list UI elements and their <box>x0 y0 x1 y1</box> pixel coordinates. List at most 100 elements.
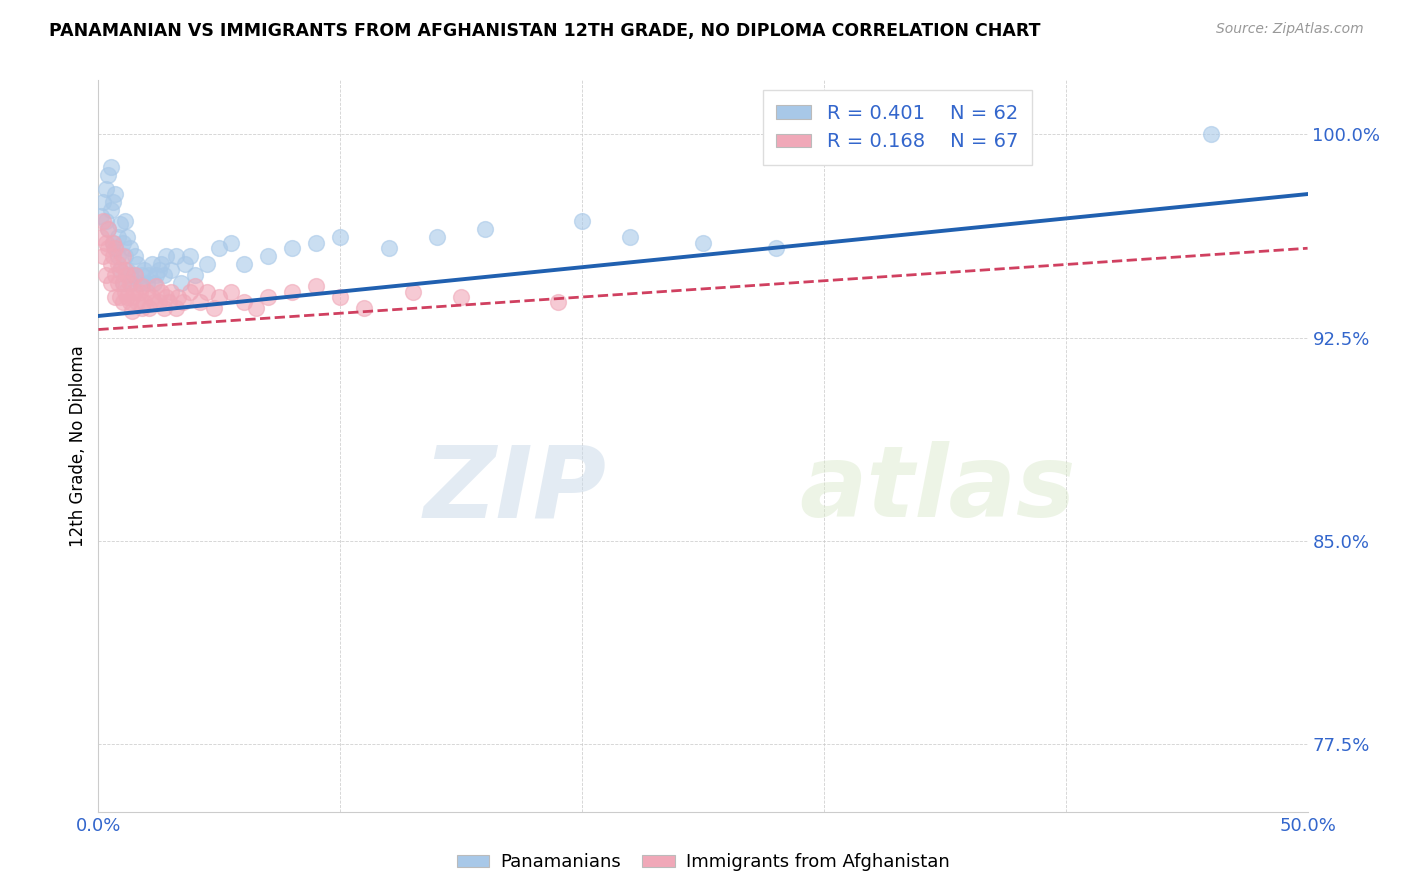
Point <box>121 290 143 304</box>
Point <box>165 301 187 315</box>
Point <box>692 235 714 250</box>
Point <box>134 263 156 277</box>
Point <box>97 241 120 255</box>
Point <box>107 277 129 291</box>
Point <box>127 295 149 310</box>
Point <box>184 268 207 283</box>
Point <box>305 235 328 250</box>
Text: PANAMANIAN VS IMMIGRANTS FROM AFGHANISTAN 12TH GRADE, NO DIPLOMA CORRELATION CHA: PANAMANIAN VS IMMIGRANTS FROM AFGHANISTA… <box>49 22 1040 40</box>
Point <box>108 217 131 231</box>
Point <box>152 301 174 315</box>
Point <box>184 279 207 293</box>
Point <box>474 222 496 236</box>
Point <box>117 268 139 283</box>
Point <box>104 241 127 255</box>
Point <box>256 249 278 263</box>
Point <box>117 290 139 304</box>
Point <box>111 295 134 310</box>
Point <box>426 230 449 244</box>
Point <box>141 290 163 304</box>
Point <box>91 249 114 263</box>
Point <box>1199 128 1222 142</box>
Point <box>94 268 117 283</box>
Point <box>208 290 231 304</box>
Point <box>131 279 153 293</box>
Point <box>148 263 170 277</box>
Point <box>117 263 139 277</box>
Point <box>571 214 593 228</box>
Point <box>150 258 173 272</box>
Point <box>165 249 187 263</box>
Point <box>135 285 157 299</box>
Point <box>117 230 139 244</box>
Point <box>97 222 120 236</box>
Point <box>107 230 129 244</box>
Point <box>128 285 150 299</box>
Point <box>143 295 166 310</box>
Point <box>221 235 243 250</box>
Point <box>245 301 267 315</box>
Point <box>188 295 211 310</box>
Point <box>104 241 127 255</box>
Point <box>111 249 134 263</box>
Point <box>619 230 641 244</box>
Point <box>138 268 160 283</box>
Point <box>94 235 117 250</box>
Point <box>90 209 112 223</box>
Point <box>281 285 304 299</box>
Point <box>547 295 569 310</box>
Point <box>101 235 124 250</box>
Point <box>101 235 124 250</box>
Point <box>145 268 167 283</box>
Point <box>221 285 243 299</box>
Point <box>152 268 174 283</box>
Point <box>91 214 114 228</box>
Point <box>131 268 153 283</box>
Point <box>114 263 136 277</box>
Point <box>107 249 129 263</box>
Point <box>108 263 131 277</box>
Point <box>765 241 787 255</box>
Point <box>100 258 122 272</box>
Point <box>100 160 122 174</box>
Point <box>114 249 136 263</box>
Point <box>141 258 163 272</box>
Point <box>204 301 226 315</box>
Point <box>128 277 150 291</box>
Point <box>104 187 127 202</box>
Point <box>208 241 231 255</box>
Point <box>90 230 112 244</box>
Point <box>305 279 328 293</box>
Point <box>118 268 141 283</box>
Point <box>169 277 191 291</box>
Point <box>135 277 157 291</box>
Point <box>107 258 129 272</box>
Point <box>108 290 131 304</box>
Point <box>179 285 201 299</box>
Point <box>127 258 149 272</box>
Point <box>155 249 177 263</box>
Point <box>97 222 120 236</box>
Point <box>134 295 156 310</box>
Point <box>174 258 197 272</box>
Point <box>131 301 153 315</box>
Point <box>160 285 183 299</box>
Legend: R = 0.401    N = 62, R = 0.168    N = 67: R = 0.401 N = 62, R = 0.168 N = 67 <box>762 90 1032 165</box>
Point <box>118 277 141 291</box>
Legend: Panamanians, Immigrants from Afghanistan: Panamanians, Immigrants from Afghanistan <box>450 847 956 879</box>
Point <box>94 181 117 195</box>
Point <box>118 241 141 255</box>
Point <box>111 277 134 291</box>
Point <box>195 285 218 299</box>
Point <box>114 214 136 228</box>
Point <box>157 295 180 310</box>
Point <box>104 290 127 304</box>
Point <box>232 258 254 272</box>
Point <box>100 203 122 218</box>
Point <box>101 195 124 210</box>
Point <box>101 249 124 263</box>
Point <box>97 168 120 182</box>
Point <box>179 249 201 263</box>
Point <box>94 214 117 228</box>
Point <box>91 195 114 210</box>
